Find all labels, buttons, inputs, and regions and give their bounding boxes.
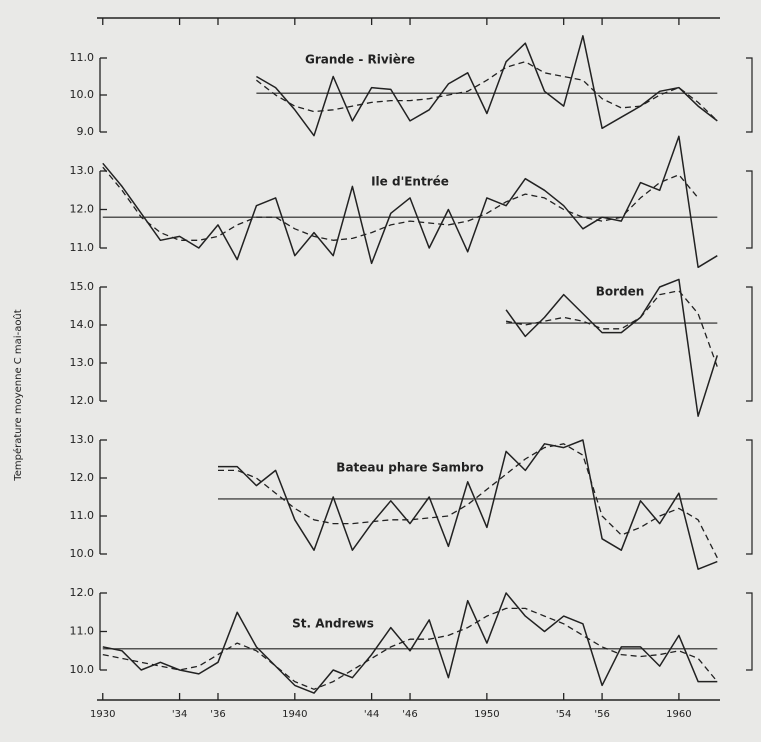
y-tick-label: 15.0 xyxy=(70,280,95,293)
panel-title: Bateau phare Sambro xyxy=(336,461,483,475)
panel-title: Grande - Rivière xyxy=(305,53,415,67)
x-tick-label: '56 xyxy=(594,709,609,720)
smoothed-line xyxy=(102,166,699,241)
smoothed-line xyxy=(102,607,718,690)
x-tick-label: '54 xyxy=(556,709,571,720)
x-tick-label: '46 xyxy=(402,709,417,720)
y-tick-label: 11.0 xyxy=(70,51,95,64)
x-tick-label: '36 xyxy=(210,709,225,720)
y-tick-label: 12.0 xyxy=(70,394,95,407)
x-tick-label: '34 xyxy=(172,709,187,720)
x-tick-label: '44 xyxy=(364,709,379,720)
x-tick-label: 1960 xyxy=(666,709,691,720)
y-tick-label: 11.0 xyxy=(70,241,95,254)
y-tick-label: 13.0 xyxy=(70,433,95,446)
y-tick-label: 14.0 xyxy=(70,318,95,331)
smoothed-line xyxy=(218,443,718,559)
y-tick-label: 9.0 xyxy=(77,125,95,138)
x-tick-label: 1930 xyxy=(90,709,115,720)
annual-line xyxy=(218,439,718,570)
x-tick-label: 1950 xyxy=(474,709,499,720)
panel-title: Borden xyxy=(596,285,645,299)
annual-line xyxy=(505,278,719,417)
y-tick-label: 12.0 xyxy=(70,586,95,599)
annual-line xyxy=(102,592,718,694)
y-tick-label: 11.0 xyxy=(70,625,95,638)
smoothed-line xyxy=(505,290,718,368)
right-bracket xyxy=(746,286,753,402)
y-axis-label: Température moyenne C mai-août xyxy=(12,309,24,481)
right-bracket xyxy=(746,439,753,555)
y-tick-label: 13.0 xyxy=(70,356,95,369)
y-tick-label: 12.0 xyxy=(70,203,95,216)
annual-line xyxy=(102,135,718,269)
smoothed-line xyxy=(256,61,718,122)
y-tick-label: 10.0 xyxy=(70,663,95,676)
y-tick-label: 10.0 xyxy=(70,88,95,101)
right-bracket xyxy=(746,592,753,671)
annual-line xyxy=(256,35,718,137)
right-bracket xyxy=(746,57,753,133)
x-tick-label: 1940 xyxy=(282,709,307,720)
panel-title: Ile d'Entrée xyxy=(371,175,449,189)
y-tick-label: 13.0 xyxy=(70,164,95,177)
y-tick-label: 10.0 xyxy=(70,547,95,560)
right-bracket xyxy=(746,170,753,249)
y-tick-label: 11.0 xyxy=(70,509,95,522)
y-tick-label: 12.0 xyxy=(70,471,95,484)
panel-title: St. Andrews xyxy=(292,617,374,631)
